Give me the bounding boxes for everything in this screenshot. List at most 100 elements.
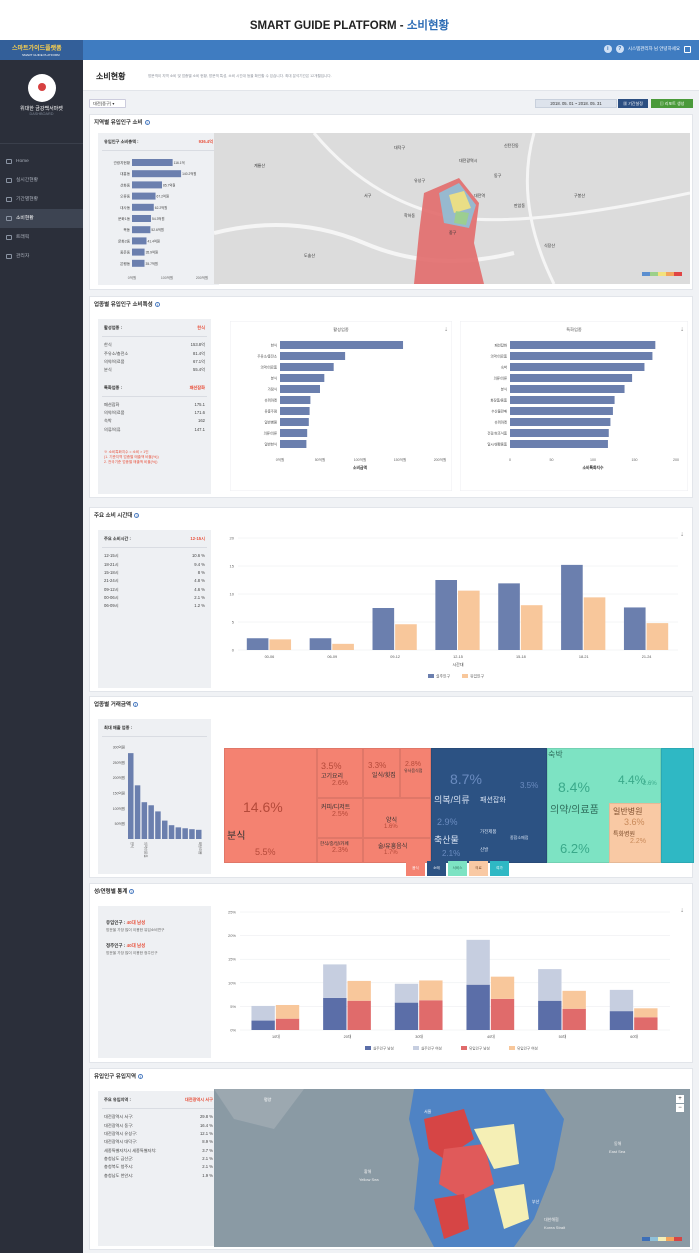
tick-label: 20% [228,933,236,938]
bar-label: 패션잡화 [495,343,507,348]
treemap-tile[interactable]: 양식 1.6% [363,798,431,838]
sidebar-item-label: 관리자 [16,254,30,259]
tick-label: 60대 [630,1034,638,1039]
bar [323,964,347,998]
bar [520,605,543,650]
legend-item[interactable]: 여가 [490,861,509,876]
zoom-out-button[interactable]: − [676,1104,684,1112]
logout-icon[interactable] [684,45,691,53]
industry-sales-section: 업종별 거래금액 i 최대 매출 업종 : 300억원 250억원 200억원 150억… [89,696,694,878]
date-range-field[interactable]: 2018. 05. 01 ~ 2018. 05. 31 [535,99,617,108]
bar [634,1017,658,1030]
bar-value: 35.7억원 [145,261,157,266]
region-select[interactable]: 대전(중구) ▾ [89,99,126,108]
top-bar: 스마트가이드플랫폼 SMART GUIDE PLATFORM i ? 시스템관리자… [0,40,699,60]
tick-label: 0억원 [128,275,136,280]
bar [175,827,182,839]
download-icon: ⇣ [680,327,684,333]
treemap-tile[interactable]: 8.7% 의복/의류 패션잡화 3.5% 2.9% 축산물 가전제품 신발 종합소매점 2.1% [431,748,547,863]
industry-summary-panel: 활성업종 : 한식 한식 153.8억 주유소/충전소 81.4억 의약/의료품 67.1억… [98,319,211,494]
treemap-tile[interactable]: 2.8% 유사음식점 [400,748,431,798]
calendar-icon [6,197,12,202]
legend-item[interactable]: 소매 [427,861,446,876]
treemap-tile[interactable]: 14.6% 분식 5.5% [224,748,317,863]
bar [323,997,347,1030]
tick-label: 18-21 [579,655,589,659]
info-icon[interactable]: i [603,45,612,53]
inflow-list: 대전광역시 서구: 29.8 % 대전광역시 동구: 16.4 % 대전광역시 유성구:… [102,1113,215,1180]
list-item: 09-12시 4.6 % [104,586,205,592]
treemap-tile[interactable]: 숙박 8.4% 4.4% 2.6% 의약/의료품 6.2% [547,748,661,863]
bar-label: 일반한식 [265,442,277,447]
treemap-tile[interactable]: 한식/중/일/카페 2.3% [317,838,363,863]
info-icon[interactable]: i [129,889,135,894]
report-button[interactable]: ▤ 리포트 생성 [651,99,693,108]
sidebar-item-traffic[interactable]: 트래픽 [0,228,83,247]
tick-label: 40대 [487,1034,495,1039]
user-greeting[interactable]: 시스템관리자 님 안녕하세요 [627,46,680,51]
info-icon[interactable]: i [144,120,150,125]
tick-label: 15% [228,957,236,962]
legend-item[interactable]: 의료 [469,861,488,876]
sidebar: 위대한 금강백서마켓 DASHBOARD Home 실시간현황 기간별현황 소비… [0,60,83,1253]
section-title: 지역별 유입인구 소비 i [94,118,150,126]
bar [132,259,145,267]
map-label: 대덕구 [394,145,406,150]
map-label: East Sea [609,1149,626,1154]
treemap-tile[interactable]: 일반병원 3.6% 특화병원 2.2% [609,803,661,863]
period-button[interactable]: ▦ 기간설정 [618,99,648,108]
info-icon[interactable]: i [138,1074,144,1079]
tick-label: 10% [228,980,236,985]
bar [538,1000,562,1030]
time-summary-panel: 주요 소비시간 :12-15시 12-15시 10.6 % 18-21시 9.4 % 1… [98,530,211,688]
treemap-tile[interactable] [661,748,694,863]
map-label: 대전광역시 [459,158,478,163]
bar [490,976,515,999]
people-icon [6,235,12,240]
sidebar-item-home[interactable]: Home [0,152,83,171]
list-item: 주유소/충전소 81.4억 [104,350,205,356]
bar [280,440,307,448]
logo[interactable]: 스마트가이드플랫폼 SMART GUIDE PLATFORM [0,40,83,60]
bar-label: 주유소/충전소 [257,354,277,359]
bar [141,802,148,839]
bar-label: 건강/보조식품 [487,431,507,436]
legend-item[interactable]: 음식 [406,861,425,876]
info-icon[interactable]: i [154,302,160,307]
treemap-tile[interactable]: 커피/디저트 2.5% [317,798,363,838]
bar-value: 116.1억 [174,160,185,165]
list-item: 의약/의료품 67.1억 [104,358,205,364]
treemap-tile[interactable]: 술/유흥음식 1.7% [363,838,431,863]
org-name: 위대한 금강백서마켓 [20,106,63,112]
bar [562,1008,586,1030]
map-label: 학하동 [404,213,416,218]
sidebar-item-admin[interactable]: 관리자 [0,247,83,266]
treemap-tile[interactable]: 3.3% 일식/횟집 [363,748,400,798]
info-icon[interactable]: i [132,702,138,707]
download-icon: ⇣ [444,327,448,333]
help-icon[interactable]: ? [615,45,624,53]
treemap-legend: 음식 소매 서비스 의료 여가 [406,861,509,876]
bar [510,429,609,437]
info-icon[interactable]: i [134,513,140,518]
sidebar-item-realtime[interactable]: 실시간현황 [0,171,83,190]
sidebar-item-consumption[interactable]: 소비현황 [0,209,83,228]
treemap-tile[interactable]: 3.5% 고기요리 2.6% [317,748,363,798]
bar-label: 의류/의류 [264,431,277,436]
legend-item[interactable]: 서비스 [448,861,467,876]
sidebar-item-label: 소비현황 [16,216,34,221]
map-label: 부산 [532,1199,540,1204]
active-industry-list: 한식 153.8억 주유소/충전소 81.4억 의약/의료품 67.1억 분식 55.4억 [102,341,207,375]
sales-treemap[interactable]: 14.6% 분식 5.5% 3.5% 고기요리 2.6% 3.3% 일식/횟집 2.8% 유… [224,748,694,863]
zoom-in-button[interactable]: + [676,1095,684,1103]
sidebar-item-period[interactable]: 기간별현황 [0,190,83,209]
bar-label: 슈퍼마켓 [495,420,507,425]
bar [562,990,586,1009]
bar [280,396,311,404]
list-item: 12-15시 10.6 % [104,553,205,559]
inflow-map[interactable]: 황해 Yellow Sea 동해 East Sea 대한해협 Korea Str… [214,1089,690,1247]
map-label: 도솔산 [304,253,316,258]
tick-label: 15-18 [516,655,526,659]
region-map[interactable]: 대덕구 신탄진동 대전광역시 유성구 계룡산 학하동 중구 대전역 판암동 구봉… [214,133,690,284]
org-sub: DASHBOARD [29,112,54,116]
